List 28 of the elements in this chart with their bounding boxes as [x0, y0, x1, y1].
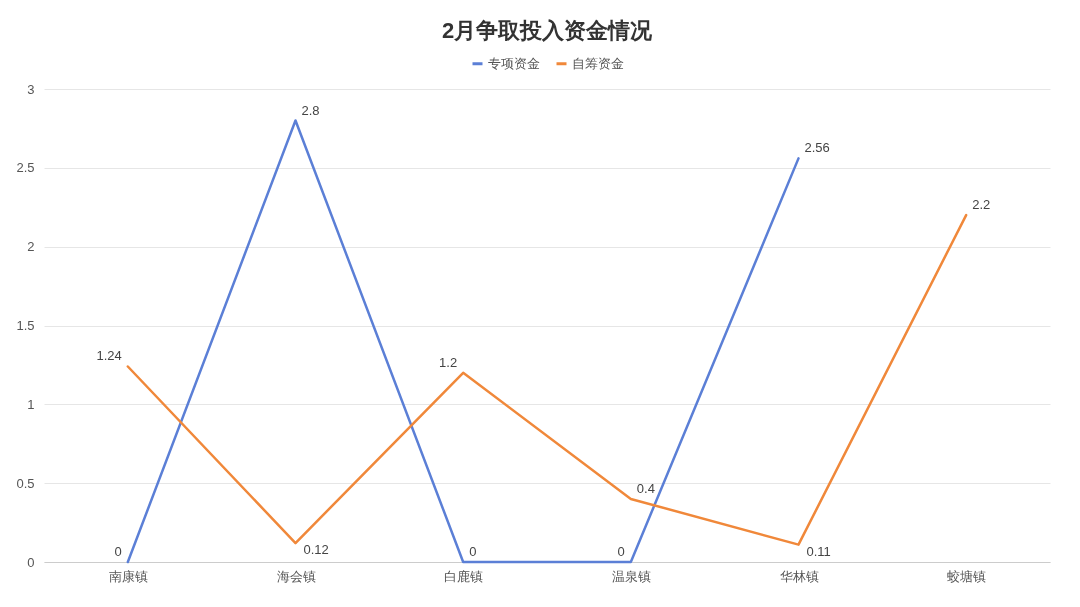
y-tick-label: 3 — [27, 81, 35, 97]
x-tick-label: 白鹿镇 — [444, 568, 484, 584]
legend-label: 专项资金 — [488, 55, 540, 71]
x-tick-label: 海会镇 — [276, 568, 316, 584]
data-label: 0 — [114, 544, 122, 559]
y-tick-label: 1.5 — [16, 318, 35, 333]
x-tick-label: 南康镇 — [108, 568, 148, 584]
data-label: 0.4 — [636, 480, 655, 496]
data-label: 0.12 — [303, 542, 329, 558]
data-label: 0 — [469, 544, 477, 559]
y-tick-label: 2.5 — [16, 160, 35, 176]
x-tick-label: 蛟塘镇 — [947, 568, 987, 584]
y-tick-label: 2 — [27, 239, 35, 255]
y-tick-label: 1 — [27, 396, 35, 412]
x-tick-label: 华林镇 — [779, 568, 819, 584]
data-label: 1.2 — [439, 354, 458, 370]
data-label: 2.56 — [804, 140, 830, 156]
data-label: 1.24 — [96, 348, 122, 364]
data-label: 2.8 — [301, 102, 320, 118]
y-tick-label: 0 — [27, 554, 35, 570]
legend-label: 自筹资金 — [572, 55, 624, 71]
data-label: 0 — [617, 544, 625, 559]
line-series — [126, 213, 968, 546]
data-label: 2.2 — [972, 197, 991, 213]
y-tick-label: 0.5 — [16, 475, 35, 491]
data-label: 0.11 — [806, 543, 831, 559]
x-tick-label: 温泉镇 — [611, 568, 651, 584]
chart-title: 2月争取投入资金情况 — [441, 18, 654, 43]
